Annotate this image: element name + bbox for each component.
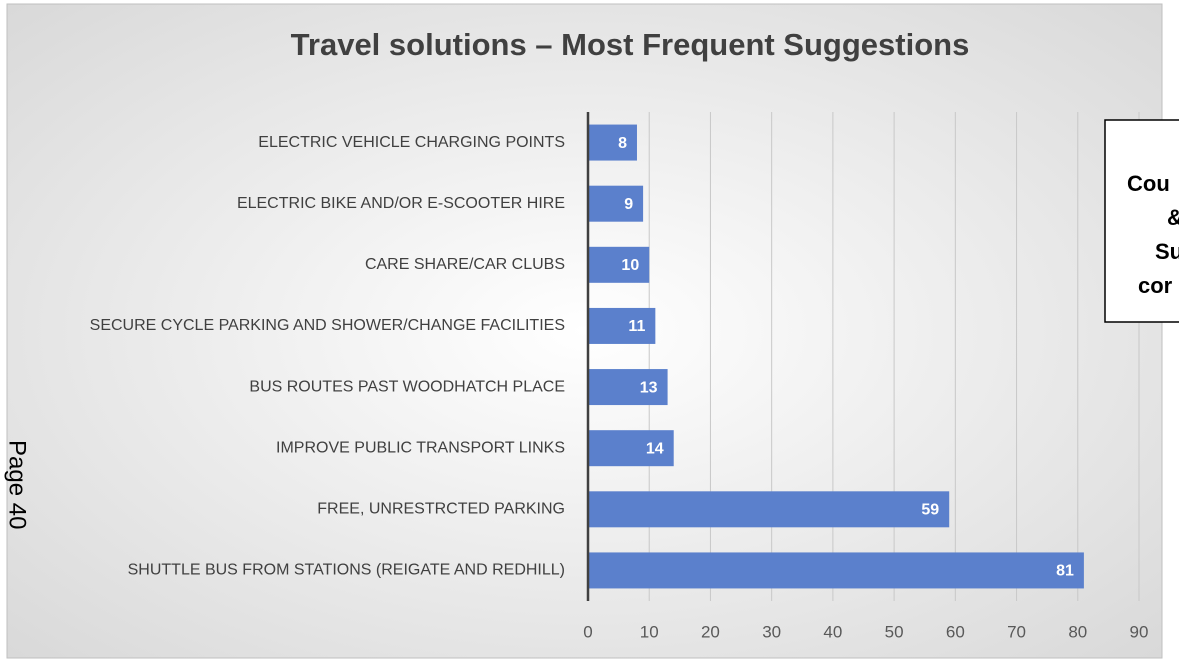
bar: [588, 491, 950, 528]
annotation-text: Su: [1155, 239, 1179, 264]
bar: [588, 246, 650, 283]
bar: [588, 307, 656, 344]
data-label: 13: [640, 379, 658, 396]
annotation-text: cor: [1138, 273, 1173, 298]
y-tick-label: ELECTRIC BIKE AND/OR E-SCOOTER HIRE: [237, 195, 565, 212]
x-tick-label: 70: [1007, 622, 1026, 641]
annotation-box: [1104, 119, 1179, 323]
data-label: 81: [1056, 563, 1074, 580]
bar: [588, 124, 637, 161]
data-label: 9: [624, 196, 633, 213]
y-tick-label: ELECTRIC VEHICLE CHARGING POINTS: [258, 134, 565, 151]
x-tick-label: 90: [1130, 622, 1149, 641]
x-tick-label: 0: [583, 622, 592, 641]
bar: [588, 430, 674, 467]
x-tick-label: 80: [1068, 622, 1087, 641]
x-tick-label: 60: [946, 622, 965, 641]
y-tick-label: SECURE CYCLE PARKING AND SHOWER/CHANGE F…: [90, 317, 565, 334]
data-label: 8: [618, 135, 627, 152]
y-tick-label: FREE, UNRESTRCTED PARKING: [317, 501, 565, 518]
y-tick-label: SHUTTLE BUS FROM STATIONS (REIGATE AND R…: [128, 562, 565, 579]
annotation-text: Cou: [1127, 171, 1170, 196]
data-label: 14: [646, 440, 664, 457]
y-tick-label: CARE SHARE/CAR CLUBS: [365, 256, 565, 273]
bar: [588, 552, 1084, 589]
bar: [588, 185, 644, 222]
x-tick-label: 30: [762, 622, 781, 641]
chart-frame: [6, 3, 1163, 659]
data-label: 11: [628, 318, 645, 335]
x-tick-label: 40: [823, 622, 842, 641]
annotation-text: &: [1167, 205, 1179, 230]
chart-title: Travel solutions – Most Frequent Suggest…: [291, 27, 970, 62]
data-label: 10: [621, 257, 639, 274]
y-tick-label: IMPROVE PUBLIC TRANSPORT LINKS: [276, 439, 565, 456]
y-tick-label: BUS ROUTES PAST WOODHATCH PLACE: [249, 378, 565, 395]
x-tick-label: 10: [640, 622, 659, 641]
data-label: 59: [921, 502, 939, 519]
x-tick-label: 20: [701, 622, 720, 641]
bar: [588, 369, 668, 406]
page-label: Page 40: [4, 440, 31, 529]
x-tick-label: 50: [885, 622, 904, 641]
